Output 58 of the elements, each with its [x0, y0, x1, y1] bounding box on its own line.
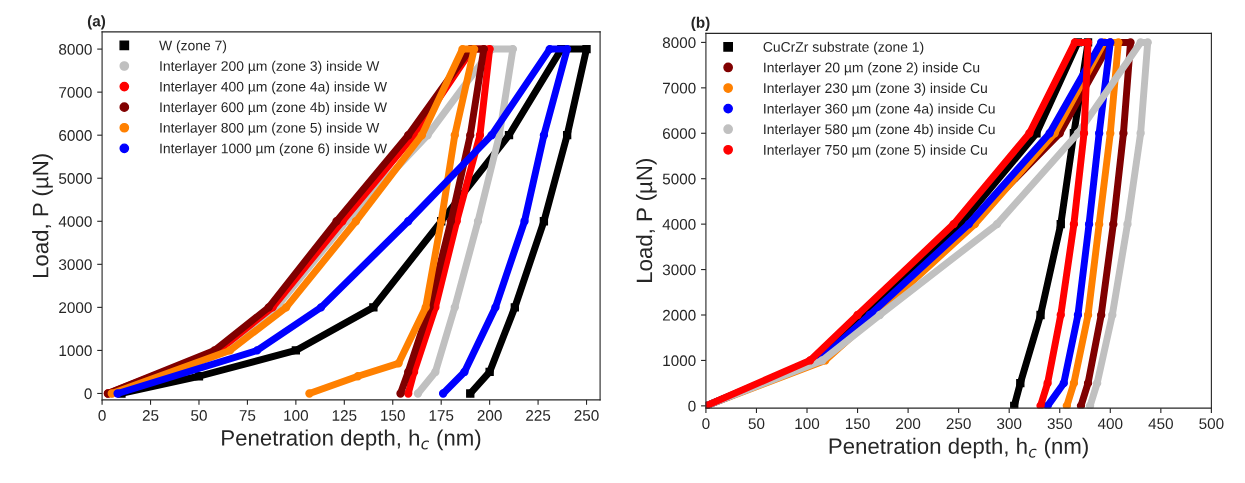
- legend-label: Interlayer 750 µm (zone 5) inside Cu: [764, 144, 987, 158]
- x-tick-label: 450: [1148, 418, 1173, 430]
- x-tick-label: 25: [142, 410, 159, 421]
- legend-label: Interlayer 580 µm (zone 4b) inside Cu: [764, 124, 995, 137]
- x-tick-label: 125: [332, 410, 357, 421]
- y-tick-label: 3000: [58, 259, 92, 271]
- legend-label: Interlayer 800 µm (zone 5) inside W: [160, 122, 380, 136]
- x-tick-label: 0: [702, 418, 710, 430]
- x-axis-title: Penetration depth, h$_{c}$ (nm): [829, 437, 1088, 459]
- x-tick-label: 0: [98, 410, 106, 421]
- x-tick-label: 200: [477, 410, 502, 421]
- y-tick-label: 0: [84, 388, 92, 400]
- chart-title: (a): [87, 15, 106, 30]
- legend-label: Interlayer 600 µm (zone 4b) inside W: [160, 101, 387, 115]
- y-axis-title: Load, P (µN): [635, 159, 657, 282]
- y-tick-label: 8000: [59, 43, 92, 55]
- x-tick-label: 150: [845, 418, 870, 430]
- y-tick-label: 8000: [662, 37, 696, 49]
- x-tick-label: 225: [526, 410, 551, 421]
- legend-label: Interlayer 360 µm (zone 4a) inside Cu: [764, 103, 995, 117]
- legend-label: Interlayer 400 µm (zone 4a) inside W: [160, 81, 387, 95]
- legend-label: Interlayer 1000 µm (zone 6) inside W: [160, 143, 387, 157]
- y-tick-label: 0: [688, 400, 696, 412]
- y-tick-label: 5000: [59, 173, 92, 184]
- y-tick-label: 7000: [662, 82, 696, 94]
- legend-label: CuCrZr substrate (zone 1): [763, 41, 924, 55]
- legend-label: W (zone 7): [159, 40, 227, 54]
- x-tick-label: 400: [1097, 418, 1123, 430]
- y-tick-label: 7000: [59, 87, 92, 98]
- chart-title: (b): [691, 16, 710, 31]
- y-tick-label: 1000: [59, 345, 92, 357]
- x-tick-label: 250: [574, 410, 599, 421]
- x-tick-label: 175: [429, 410, 454, 421]
- y-tick-label: 2000: [59, 302, 92, 314]
- x-tick-label: 150: [381, 410, 405, 421]
- x-axis-title: Penetration depth, h$_{c}$ (nm): [222, 429, 481, 451]
- y-tick-label: 1000: [663, 355, 696, 367]
- y-tick-label: 6000: [662, 128, 696, 139]
- y-tick-label: 3000: [662, 264, 696, 276]
- x-tick-label: 300: [997, 418, 1022, 430]
- y-axis-title: Load, P (µN): [32, 154, 53, 278]
- x-tick-label: 100: [284, 410, 309, 421]
- y-tick-label: 6000: [59, 130, 92, 141]
- y-tick-label: 4000: [58, 216, 92, 227]
- x-tick-label: 500: [1199, 418, 1224, 430]
- legend-label: Interlayer 230 µm (zone 3) inside Cu: [764, 82, 987, 96]
- x-tick-label: 200: [896, 418, 921, 430]
- legend-label: Interlayer 200 µm (zone 3) inside W: [160, 60, 380, 74]
- y-tick-label: 5000: [662, 173, 696, 185]
- x-tick-label: 350: [1047, 418, 1072, 430]
- y-tick-label: 4000: [662, 219, 696, 230]
- x-tick-label: 50: [191, 410, 207, 421]
- x-tick-label: 250: [946, 418, 971, 430]
- x-tick-label: 50: [748, 418, 765, 430]
- x-tick-label: 100: [795, 418, 820, 430]
- x-tick-label: 75: [239, 410, 256, 421]
- legend-label: Interlayer 20 µm (zone 2) inside Cu: [764, 62, 980, 76]
- y-tick-label: 2000: [662, 309, 696, 321]
